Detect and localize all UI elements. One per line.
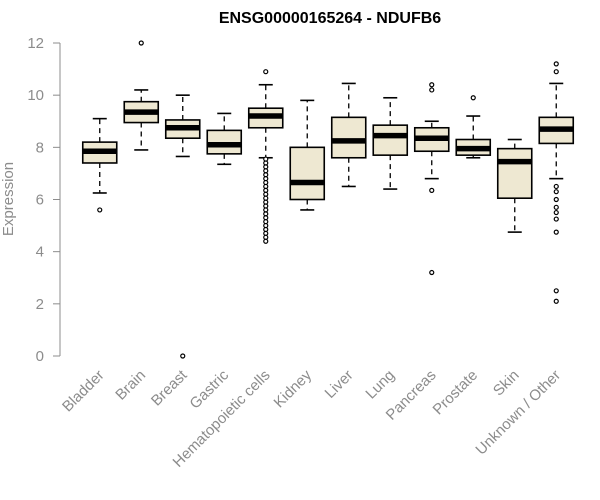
box-group	[164, 94, 201, 359]
outlier-point	[429, 87, 435, 93]
outlier-point	[429, 187, 435, 193]
box-group	[372, 96, 409, 190]
outlier-point	[553, 288, 559, 294]
y-tick-label: 8	[36, 139, 44, 156]
outlier-point	[553, 183, 559, 190]
box-group	[455, 95, 492, 159]
x-tick-label: Breast	[148, 366, 191, 409]
x-tick-label: Liver	[322, 367, 357, 402]
x-tick-label: Bladder	[59, 367, 108, 416]
box	[330, 116, 367, 159]
x-tick-label: Brain	[112, 367, 149, 404]
x-tick-label: Skin	[490, 367, 523, 400]
outlier-point	[553, 196, 559, 203]
outlier-point	[553, 229, 559, 235]
x-tick-label: Lung	[362, 367, 398, 403]
box-group	[538, 61, 575, 304]
outlier-point	[180, 353, 186, 359]
outlier-point	[429, 82, 435, 88]
box-group	[413, 82, 450, 276]
y-axis-title: Expression	[0, 162, 17, 236]
y-tick-label: 6	[36, 192, 44, 209]
outlier-point	[263, 238, 269, 244]
outlier-point	[553, 69, 559, 75]
y-tick-label: 4	[36, 244, 44, 261]
box-series	[81, 40, 575, 359]
box-group	[123, 40, 160, 151]
chart-title: ENSG00000165264 - NDUFB6	[219, 10, 441, 27]
outlier-point	[553, 209, 559, 216]
box-group	[330, 82, 367, 188]
x-tick-label: Prostate	[430, 367, 482, 419]
outlier-point	[97, 207, 103, 213]
y-tick-label: 0	[36, 348, 44, 365]
outlier-point	[553, 204, 559, 210]
box-group	[81, 117, 118, 213]
outlier-point	[429, 269, 435, 276]
outlier-point	[470, 95, 476, 101]
outlier-point	[553, 61, 559, 67]
outlier-point	[138, 40, 144, 46]
box-group	[496, 138, 533, 233]
box	[289, 146, 326, 201]
box	[372, 124, 409, 156]
outlier-point	[553, 189, 559, 195]
box-group	[289, 99, 326, 211]
box-group	[247, 69, 284, 244]
outlier-point	[553, 216, 559, 222]
y-tick-label: 10	[27, 87, 44, 104]
outlier-point	[263, 69, 269, 75]
y-tick-label: 12	[27, 35, 44, 52]
box-group	[206, 112, 243, 166]
x-tick-label: Kidney	[271, 366, 316, 411]
y-tick-label: 2	[36, 296, 44, 313]
box	[496, 147, 533, 199]
outlier-point	[553, 298, 559, 304]
axes: 0 2 4 6 8 10 12	[27, 35, 61, 365]
